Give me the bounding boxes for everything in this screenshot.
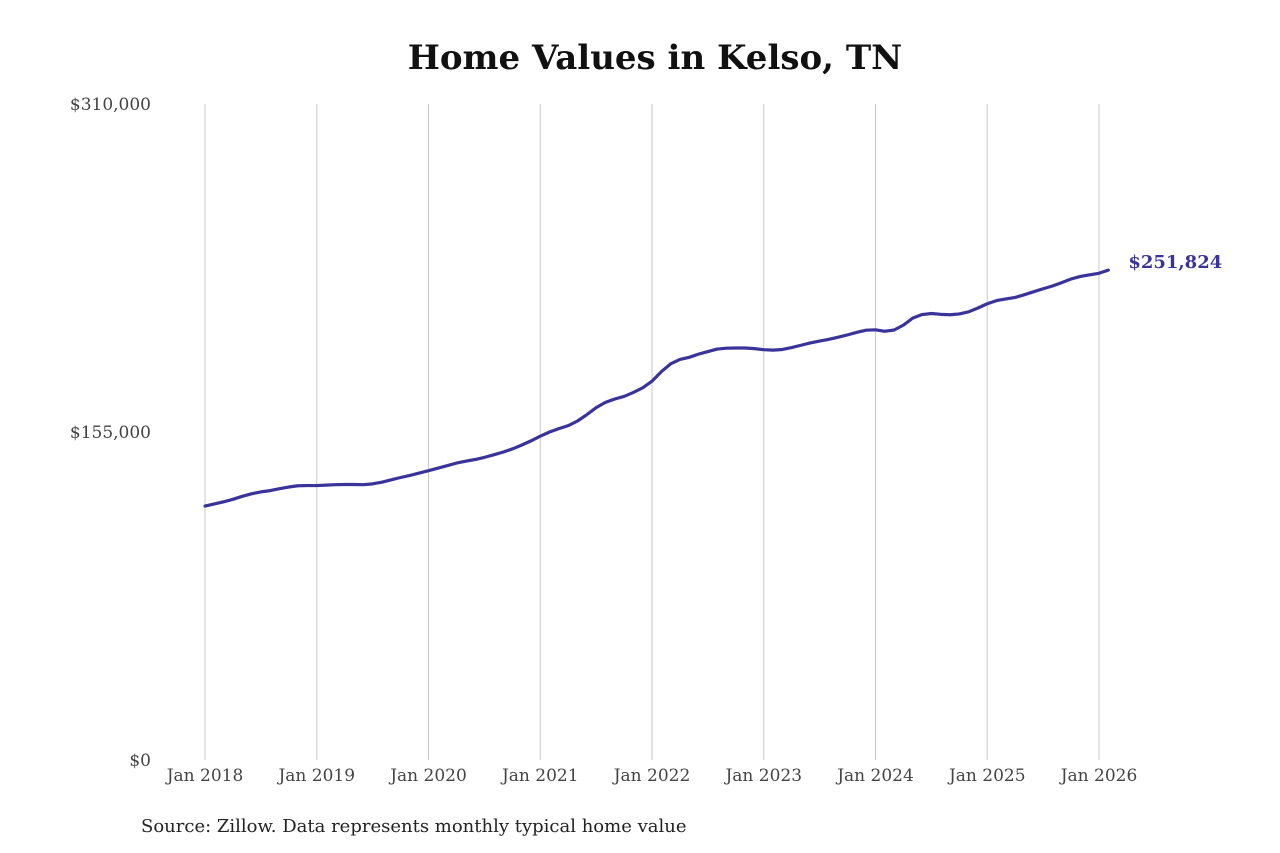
x-tick-label: Jan 2018 <box>165 766 244 786</box>
chart-title: Home Values in Kelso, TN <box>407 38 903 78</box>
grid-lines <box>204 104 1100 760</box>
end-value-label: $251,824 <box>1128 252 1222 273</box>
y-axis-ticks: $0 $155,000 $310,000 <box>70 95 151 771</box>
x-tick-label: Jan 2023 <box>723 766 802 786</box>
series-line <box>203 268 1110 508</box>
series-layer <box>203 268 1110 508</box>
y-tick-label: $0 <box>129 751 151 771</box>
y-tick-label: $155,000 <box>70 423 151 443</box>
x-axis-ticks: Jan 2018 Jan 2019 Jan 2020 Jan 2021 Jan 2022… <box>165 766 1138 786</box>
x-tick-label: Jan 2024 <box>835 766 914 786</box>
x-tick-label: Jan 2021 <box>500 766 579 786</box>
x-tick-label: Jan 2025 <box>947 766 1026 786</box>
x-tick-label: Jan 2020 <box>388 766 467 786</box>
end-label-layer: $251,824 <box>1128 252 1222 273</box>
source-note: Source: Zillow. Data represents monthly … <box>141 816 687 837</box>
x-tick-label: Jan 2022 <box>612 766 691 786</box>
x-tick-label: Jan 2019 <box>276 766 355 786</box>
y-tick-label: $310,000 <box>70 95 151 115</box>
x-tick-label: Jan 2026 <box>1059 766 1138 786</box>
